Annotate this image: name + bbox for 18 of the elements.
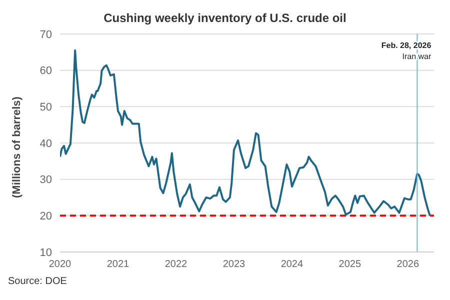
x-tick-label: 2022	[164, 259, 188, 270]
x-tick-label: 2024	[280, 259, 304, 270]
y-tick-label: 20	[40, 210, 52, 223]
x-tick-label: 2023	[222, 259, 246, 270]
chart-title: Cushing weekly inventory of U.S. crude oil	[102, 10, 348, 27]
y-tick-label: 30	[40, 174, 52, 186]
y-tick-label: 70	[40, 28, 52, 41]
y-tick-label: 60	[40, 65, 52, 78]
source-note: Source: DOE	[8, 276, 68, 287]
y-tick-label: 10	[40, 246, 52, 259]
x-tick-label: 2021	[106, 259, 130, 270]
y-tick-label: 50	[40, 102, 52, 114]
line-series	[60, 49, 431, 217]
y-tick-label: 40	[40, 138, 52, 150]
x-tick-label: 2026	[396, 259, 420, 270]
x-tick-label: 2020	[48, 259, 72, 270]
y-axis-title: (Millions of barrels)	[10, 96, 23, 198]
x-tick-label: 2025	[338, 259, 362, 270]
